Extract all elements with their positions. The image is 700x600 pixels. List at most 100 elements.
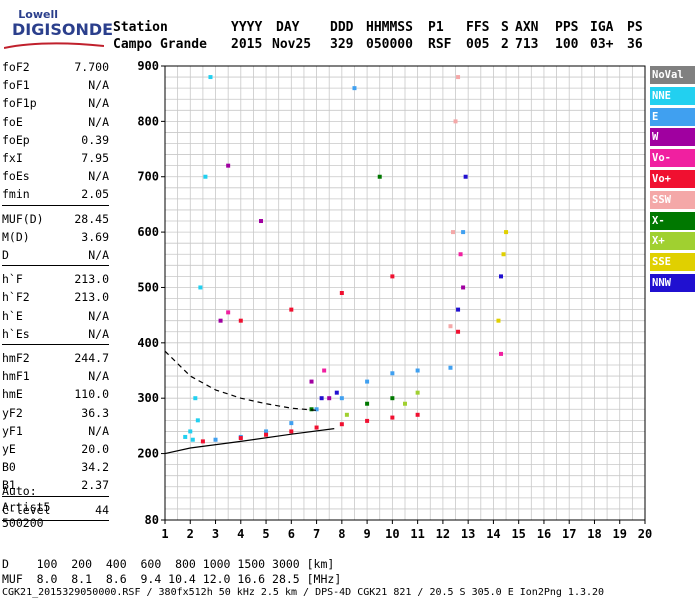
header-label: FFS [466,20,490,35]
point-nne [198,285,203,290]
point-ssw [451,230,455,235]
param-row: hmF2 244.7 [2,349,109,367]
header-value: 005 [466,37,490,52]
param-row: MUF(D) 28.45 [2,210,109,228]
param-row: yE 20.0 [2,440,109,458]
logo-brand: Lowell [18,8,58,21]
point-e [461,230,466,235]
point-e [264,429,269,434]
param-row: h`F2 213.0 [2,288,109,306]
legend-item-nne: NNE [650,86,695,105]
x-tick-label: 16 [537,527,551,541]
point-nnw [499,274,503,279]
y-tick-label: 500 [137,280,159,294]
point-x+ [403,401,407,406]
point-vo+ [339,291,344,295]
param-name: foE [2,114,23,129]
header-value: 713 [515,37,539,52]
chart-points [183,75,509,444]
legend-item-e: E [650,107,695,126]
header-value: 2 [501,37,509,52]
param-name: M(D) [2,229,30,244]
footer-d-row: D 100 200 400 600 800 1000 1500 3000 [km… [2,557,335,571]
param-name: hmF2 [2,351,30,365]
point-e [352,86,357,91]
param-separator [2,204,109,206]
point-vo+ [238,436,243,441]
header-value: 050000 [366,37,413,52]
y-tick-label: 700 [137,170,159,184]
legend-item-nnw: NNW [650,273,695,292]
legend-item-x-: X- [650,211,695,230]
param-row: h`F 213.0 [2,270,109,288]
header-value: 100 [555,37,579,52]
y-tick-label: 80 [145,513,159,527]
point-ssw [456,75,461,80]
param-value: 3.69 [81,229,109,244]
point-nne [193,396,198,401]
point-vo+ [415,412,420,417]
param-value: 36.3 [81,405,109,420]
legend-item-noval: NoVal [650,66,695,84]
point-e [339,396,344,401]
param-value: N/A [88,326,109,341]
point-e [289,421,294,426]
param-value: 244.7 [74,351,109,365]
point-vo- [458,252,463,257]
point-nne [208,75,213,80]
point-x- [390,396,395,401]
param-row: h`E N/A [2,307,109,325]
param-name: B1 [2,478,16,493]
param-name: C-level [2,502,51,517]
point-nne [183,434,188,439]
autoscale-info: Auto: Artist5 500200 [2,484,50,530]
point-nne [190,437,195,442]
param-separator [2,265,109,267]
point-vo+ [238,318,243,323]
x-tick-label: 20 [638,527,652,541]
y-tick-label: 600 [137,225,159,239]
param-name: h`F [2,272,23,287]
point-w [226,163,231,168]
legend-item-x-: X+ [650,232,695,251]
point-vo+ [390,274,395,279]
header-value: 329 [330,37,354,52]
param-row: B1 2.37 [2,476,109,494]
point-vo- [322,368,327,373]
legend-item-vo-: Vo- [650,149,695,168]
header-label: HHMMSS [366,20,413,35]
header-label: S [501,20,509,35]
param-row: B0 34.2 [2,458,109,476]
param-name: yF1 [2,423,23,438]
param-value: 20.0 [81,442,109,456]
param-name: foEs [2,169,30,184]
point-nnw [456,307,461,312]
header-label: DAY [276,20,300,35]
point-x+ [344,412,349,417]
param-value: 0.39 [81,132,109,147]
x-tick-label: 15 [511,527,525,541]
chart-frame [164,65,646,521]
x-tick-label: 8 [338,527,345,541]
point-nnw [463,174,468,179]
param-value: 213.0 [74,290,109,305]
param-name: foF1 [2,78,30,93]
point-x- [309,407,314,412]
y-tick-label: 800 [137,114,159,128]
artist-code: 500200 [2,516,44,530]
param-value: 110.0 [74,387,109,402]
point-nne [188,429,193,434]
header-label: DDD [330,20,354,35]
param-row: fxI 7.95 [2,149,109,167]
point-nne [203,174,208,179]
chart-grid [164,65,646,520]
param-value: N/A [88,248,109,262]
true-height-profile-curve [164,428,335,455]
point-sse [504,230,509,235]
point-nnw [334,390,339,395]
param-row: h`Es N/A [2,325,109,343]
point-vo+ [264,432,269,437]
legend-item-ssw: SSW [650,190,695,209]
point-vo+ [289,307,294,312]
